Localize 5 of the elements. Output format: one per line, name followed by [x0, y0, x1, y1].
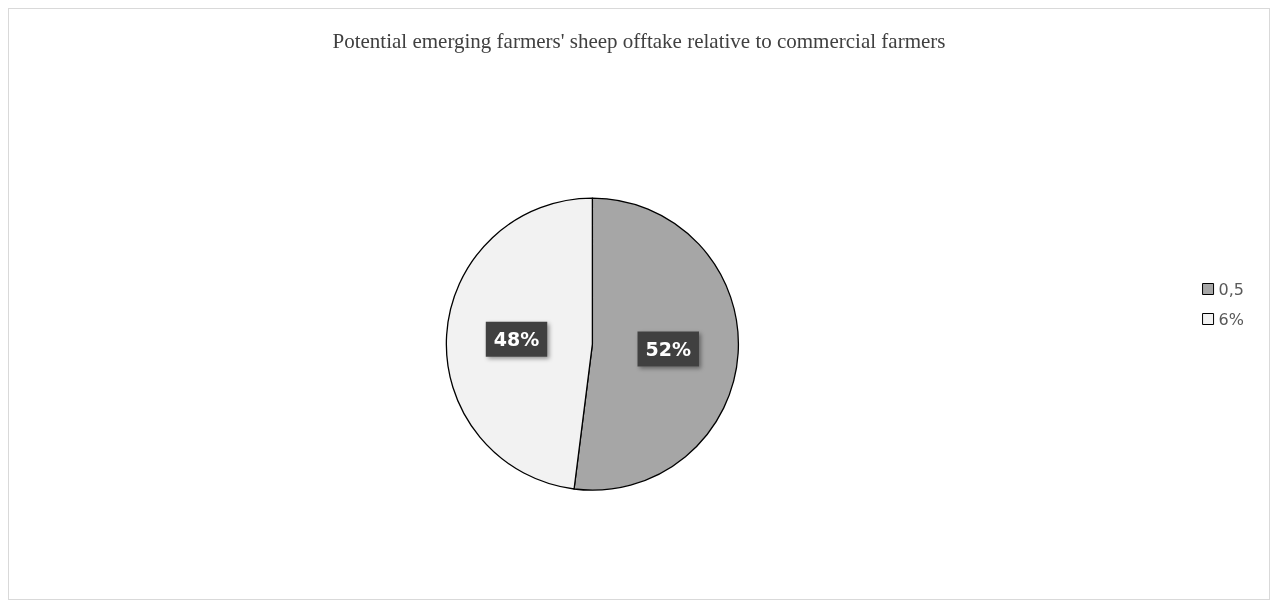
- legend-label: 6%: [1218, 309, 1244, 329]
- data-label: 52%: [645, 337, 691, 360]
- data-label: 48%: [493, 328, 540, 351]
- legend-label: 0,5: [1218, 279, 1245, 299]
- chart-title: Potential emerging farmers' sheep offtake relative to commercial farmers: [332, 28, 946, 53]
